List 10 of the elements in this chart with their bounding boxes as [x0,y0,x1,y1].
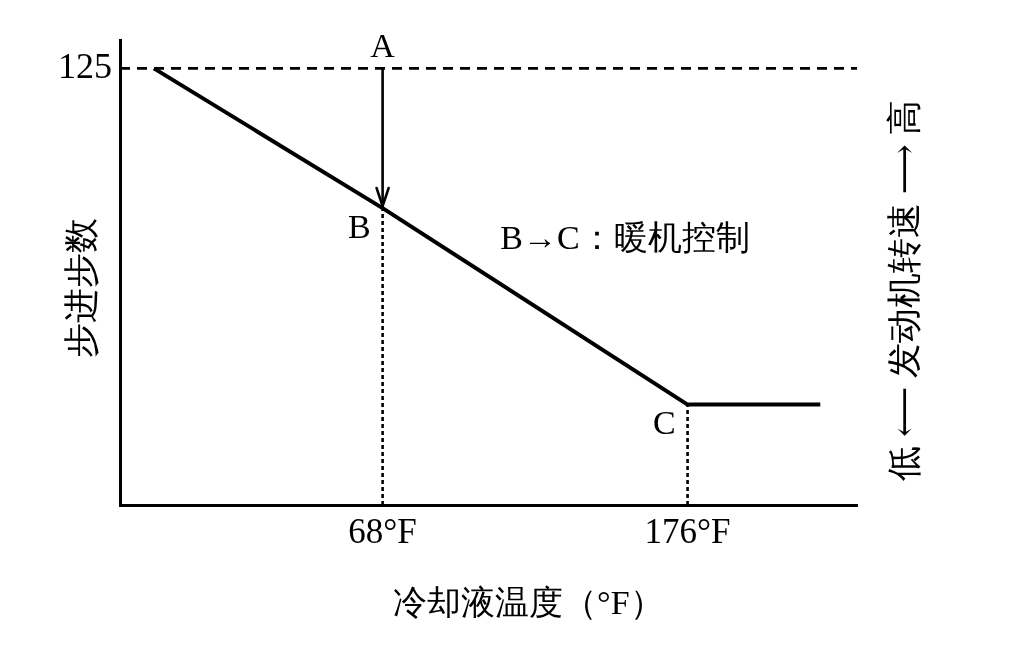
y2-axis-title: 低 ⟵ 发动机转速 ⟶ 高 [885,100,925,481]
annotation: C [652,404,676,442]
text: 125 [58,45,112,86]
x-axis-title: 冷却液温度（°F） [393,583,664,621]
y-axis-title: 步进步数 [62,217,102,358]
text: A [370,27,396,65]
annotation: B [347,208,371,246]
x-tick-label: 176°F [644,512,731,552]
x-tick-label: 68°F [348,512,417,552]
annotation: B→C：暖机控制 [500,218,750,256]
